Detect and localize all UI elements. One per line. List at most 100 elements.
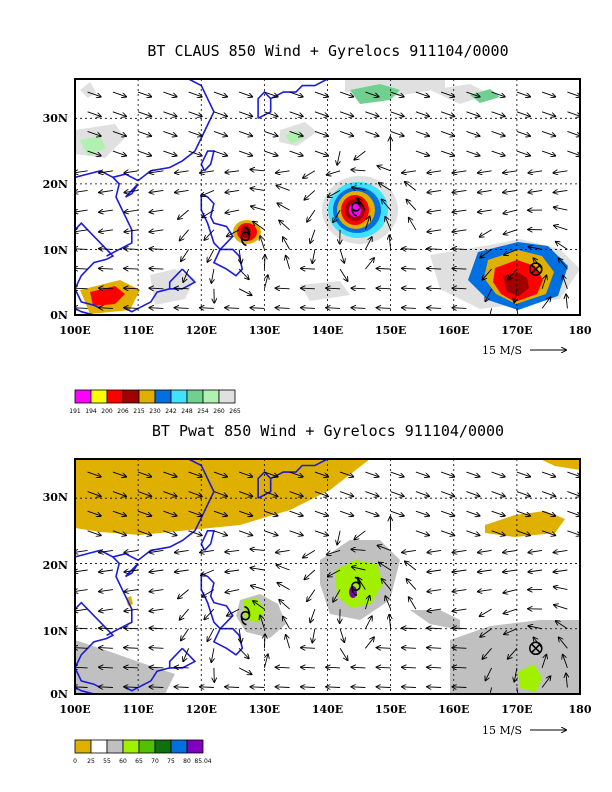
wind-vector (276, 550, 290, 552)
wind-vector (365, 111, 378, 117)
wind-vector (314, 510, 328, 516)
wind-vector (75, 210, 88, 212)
wind-vector (377, 687, 391, 688)
wind-vector (466, 91, 479, 97)
colorbar-swatch (90, 739, 108, 754)
wind-vector (277, 583, 290, 590)
wind-vector (466, 491, 479, 497)
wind-vector (301, 268, 315, 269)
colorbar-label: 80 (183, 758, 191, 765)
wind-vector (453, 609, 467, 611)
wind-vector (466, 130, 479, 136)
wind-vector (137, 510, 151, 516)
wind-vector (351, 667, 366, 668)
wind-vector (365, 637, 374, 649)
x-tick-label: 100E (59, 703, 90, 716)
wind-vector (213, 130, 227, 136)
colorbar-swatch (218, 389, 236, 404)
wind-vector (365, 91, 378, 97)
wind-vector (314, 150, 328, 156)
wind-vector (480, 249, 492, 257)
colorbar-swatch (186, 739, 204, 754)
wind-vector (427, 667, 442, 668)
wind-vector (124, 590, 139, 592)
wind-vector (112, 530, 126, 536)
wind-vector (175, 667, 189, 668)
chart-title: BT Pwat 850 Wind + Gyrelocs 911104/0000 (152, 422, 504, 440)
wind-vector (250, 308, 265, 309)
wind-vector (567, 91, 580, 97)
wind-vector (503, 589, 518, 593)
wind-vector (385, 217, 392, 230)
wind-vector (389, 236, 390, 250)
wind-vector (211, 269, 214, 283)
colorbar-swatch (186, 389, 204, 404)
wind-vector (554, 190, 568, 192)
wind-vector (541, 111, 555, 117)
wind-vector (452, 687, 467, 688)
wind-vector (541, 297, 550, 309)
wind-vector (202, 209, 215, 217)
wind-vector (554, 587, 568, 590)
colorbar-label: 75 (167, 758, 175, 765)
wind-vector (405, 182, 417, 191)
wind-vector (289, 491, 303, 497)
wind-vector (124, 628, 139, 629)
wind-vector (489, 687, 493, 694)
chart-title: BT CLAUS 850 Wind + Gyrelocs 911104/0000 (147, 42, 508, 60)
wind-vector (277, 203, 290, 211)
wind-vector (382, 200, 391, 211)
wind-vector (124, 210, 139, 212)
wind-vector (163, 471, 176, 477)
wind-vector (112, 91, 126, 97)
x-tick-label: 140E (312, 324, 343, 337)
wind-vector (310, 229, 316, 243)
wind-vector (286, 635, 291, 649)
wind-vector (87, 530, 101, 536)
wind-vector (567, 471, 580, 477)
x-tick-label: 180 (569, 703, 592, 716)
wind-vector (188, 150, 202, 156)
wind-scale-label: 15 M/S (482, 724, 522, 737)
wind-vector (149, 628, 164, 629)
wind-vector (452, 288, 467, 289)
wind-vector (339, 130, 353, 136)
wind-vector (289, 510, 303, 516)
wind-vector (415, 491, 429, 497)
wind-vector (87, 150, 101, 156)
wind-vector (567, 491, 580, 497)
wind-vector (516, 150, 530, 156)
wind-vector (250, 549, 265, 550)
wind-vector (175, 171, 189, 173)
wind-vector (427, 249, 442, 250)
wind-vector (238, 268, 249, 279)
wind-vector (150, 230, 164, 232)
wind-vector (99, 249, 113, 250)
wind-vector (286, 256, 291, 270)
wind-vector (124, 190, 139, 192)
wind-vector (504, 248, 518, 255)
wind-vector (339, 91, 353, 97)
wind-vector (75, 570, 88, 572)
wind-vector (264, 111, 277, 117)
wind-vector (289, 471, 303, 477)
wind-vector (354, 530, 366, 540)
wind-vector (478, 550, 492, 552)
wind-vector (566, 674, 567, 688)
wind-vector (188, 530, 202, 536)
wind-vector (407, 579, 417, 590)
wind-vector (491, 130, 505, 136)
wind-vector (415, 111, 429, 117)
wind-vector (124, 550, 139, 552)
wind-vector (301, 667, 315, 668)
wind-vector (480, 229, 492, 237)
x-tick-label: 140E (312, 703, 343, 716)
wind-vector (440, 91, 454, 97)
wind-vector (238, 647, 249, 658)
wind-vector (207, 628, 215, 641)
wind-vector (149, 667, 164, 668)
wind-vector (200, 171, 214, 173)
wind-vector (351, 170, 366, 171)
y-tick-label: 30N (43, 491, 68, 504)
wind-vector (503, 550, 517, 552)
